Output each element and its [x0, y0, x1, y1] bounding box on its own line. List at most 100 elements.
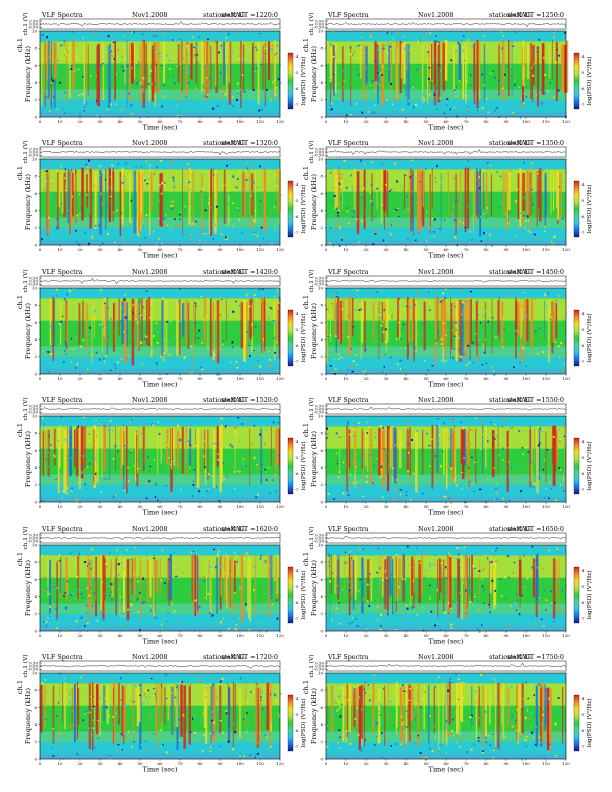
spectrogram-speckle	[114, 365, 117, 368]
x-tick-label: 40	[403, 504, 409, 509]
spectrogram-speckle	[47, 71, 49, 73]
spectrogram-speckle	[230, 225, 233, 227]
spectrogram-streak	[562, 43, 565, 94]
spectrogram-speckle	[489, 233, 491, 236]
spectrogram-speckle	[108, 425, 110, 427]
spectrogram-speckle	[417, 104, 420, 107]
spectrogram-speckle	[245, 728, 249, 731]
spectrogram-speckle	[222, 475, 224, 477]
spectrogram-speckle	[515, 199, 517, 202]
spectrogram-speckle	[559, 438, 562, 441]
spectrogram-streak	[338, 168, 340, 215]
spectrogram-speckle	[471, 45, 474, 48]
spectrogram-speckle	[206, 38, 210, 40]
spectrogram-speckle	[236, 222, 239, 224]
spectrogram-speckle	[178, 568, 180, 570]
spectrogram-speckle	[61, 202, 63, 205]
spectrogram-speckle	[42, 621, 45, 623]
spectrogram-streak	[250, 173, 254, 216]
spectrogram-speckle	[119, 596, 122, 598]
spectrogram-speckle	[163, 584, 165, 586]
spectrogram-speckle	[220, 91, 223, 93]
spectrogram-speckle	[253, 589, 256, 592]
spectrogram-speckle	[473, 596, 476, 598]
spectrogram-streak	[103, 426, 106, 472]
spectrogram-speckle	[125, 684, 127, 687]
spectrogram-speckle	[401, 723, 404, 726]
spectrogram-speckle	[237, 583, 240, 586]
spectrogram-speckle	[191, 170, 194, 172]
spectrogram-speckle	[47, 466, 50, 468]
spectrogram-speckle	[495, 431, 498, 434]
spectrogram-streak	[46, 43, 49, 81]
spectrogram-streak	[261, 297, 264, 343]
spectrogram-speckle	[209, 206, 212, 209]
spectrogram-speckle	[477, 109, 479, 112]
panel-title-date: Nov1.2008	[418, 11, 453, 19]
spectrogram-speckle	[365, 213, 368, 216]
spectrogram-streak	[362, 44, 366, 101]
waveform-tick-label: 0.00	[29, 150, 38, 155]
spectrogram-speckle	[471, 215, 474, 218]
spectrogram-speckle	[64, 607, 67, 610]
spectrogram-speckle	[139, 229, 141, 231]
spectrogram-speckle	[58, 752, 60, 754]
spectrogram-streak	[224, 557, 227, 604]
spectrogram-speckle	[437, 330, 440, 333]
spectrogram-streak	[216, 172, 219, 227]
spectrogram-band	[326, 484, 566, 497]
spectrogram-speckle	[77, 243, 80, 246]
spectrogram-speckle	[436, 165, 438, 168]
spectrogram-speckle	[126, 368, 128, 371]
spectrogram-speckle	[108, 594, 111, 597]
spectrogram-speckle	[269, 693, 272, 696]
x-tick-label: 80	[483, 376, 489, 381]
spectrogram-speckle	[86, 102, 88, 105]
spectrogram-speckle	[435, 735, 438, 738]
spectrogram-streak	[390, 427, 392, 468]
spectrogram-speckle	[425, 751, 428, 754]
spectrogram-streak	[148, 296, 151, 347]
spectrogram-speckle	[484, 99, 487, 101]
spectrogram-speckle	[220, 744, 223, 747]
spectrogram-speckle	[446, 98, 449, 100]
spectrogram-speckle	[499, 313, 501, 316]
spectrogram-speckle	[455, 321, 457, 324]
spectrogram-speckle	[132, 701, 135, 703]
spectrogram-streak	[126, 559, 130, 621]
spectrogram-speckle	[358, 309, 361, 311]
spectrogram-speckle	[481, 750, 484, 752]
spectrogram-speckle	[382, 496, 384, 499]
spectrogram-speckle	[63, 50, 66, 52]
spectrogram-streak	[267, 555, 271, 618]
spectrogram-speckle	[515, 223, 518, 225]
spectrogram-streak	[351, 557, 354, 596]
spectrogram-streak	[494, 558, 497, 606]
spectrogram-speckle	[110, 549, 112, 551]
spectrogram-speckle	[93, 592, 95, 594]
panel-title-label: VLF Spectra	[327, 139, 369, 147]
spectrogram-speckle	[452, 429, 454, 432]
spectrogram-speckle	[462, 426, 465, 429]
spectrogram-speckle	[205, 696, 207, 698]
spectrogram-speckle	[405, 68, 408, 70]
spectrogram-speckle	[388, 31, 390, 34]
spectrogram-speckle	[239, 470, 241, 473]
spectrogram-speckle	[419, 562, 421, 564]
spectrogram-speckle	[342, 461, 345, 464]
colorbar-tick-label: -4	[581, 696, 585, 701]
spectrogram-speckle	[396, 46, 399, 48]
spectrogram-streak	[551, 39, 553, 80]
spectrogram-speckle	[111, 71, 113, 73]
spectrogram-speckle	[117, 162, 119, 165]
spectrogram-speckle	[266, 42, 269, 46]
spectrogram-speckle	[265, 62, 267, 64]
spectrogram-speckle	[351, 186, 354, 189]
spectrogram-speckle	[142, 306, 144, 309]
spectrogram-speckle	[547, 159, 550, 161]
spectrogram-speckle	[113, 417, 116, 419]
colorbar	[287, 437, 294, 495]
spectrogram-speckle	[260, 699, 262, 701]
spectrogram-speckle	[533, 63, 535, 65]
spectrogram-streak	[212, 302, 215, 364]
